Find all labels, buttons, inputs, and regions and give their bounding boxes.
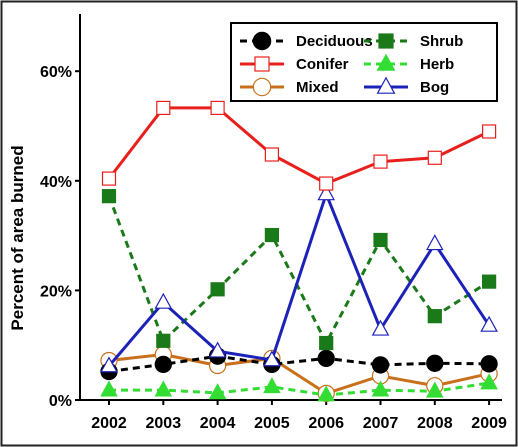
data-point: [371, 380, 390, 397]
series-line-bog: [107, 192, 491, 367]
data-point: [373, 232, 388, 248]
x-tick-label: 2006: [308, 415, 344, 432]
data-point: [317, 349, 335, 368]
x-tick-label: 2009: [471, 415, 507, 432]
data-point: [263, 377, 281, 394]
data-point: [264, 147, 279, 162]
data-point: [426, 354, 444, 372]
series-line-herb: [109, 381, 490, 397]
x-tick-label: 2007: [363, 415, 399, 432]
legend-marker: [252, 77, 272, 97]
data-point: [210, 100, 225, 116]
data-point: [100, 380, 118, 397]
x-ticks: 2002 2003 2004 2005 2006 2007 2008 2009: [91, 400, 507, 432]
data-point: [100, 356, 118, 373]
data-point: [480, 355, 498, 373]
data-point: [208, 341, 227, 358]
y-tick-label: 20%: [40, 283, 72, 300]
series-line-deciduous: [108, 354, 490, 373]
data-point: [480, 373, 498, 390]
data-point: [371, 319, 390, 336]
x-tick-label: 2002: [91, 415, 127, 432]
series-conifer: [101, 100, 497, 191]
data-point: [317, 184, 336, 201]
legend: Deciduous Shrub Conifer Herb Mixed Bog: [230, 22, 498, 102]
x-tick-label: 2008: [417, 415, 453, 432]
y-tick-label: 60%: [40, 64, 72, 81]
legend-label: Herb: [420, 56, 454, 73]
series-line-conifer: [107, 106, 490, 186]
y-ticks: 0% 20% 40% 60%: [40, 64, 80, 410]
data-point: [427, 309, 442, 324]
data-point: [154, 355, 172, 374]
series-bog: [100, 184, 498, 373]
series-deciduous: [100, 347, 498, 381]
data-point: [482, 274, 497, 289]
legend-marker: [376, 53, 396, 71]
x-tick-label: 2003: [146, 415, 182, 432]
legend-marker: [376, 76, 396, 94]
series-herb: [100, 373, 498, 402]
series-line-mixed: [108, 353, 490, 395]
legend-marker: [254, 56, 270, 72]
data-point: [101, 189, 117, 204]
data-point: [319, 176, 334, 191]
series-shrub: [101, 189, 497, 351]
plot-area: [79, 14, 502, 401]
legend-label: Shrub: [420, 33, 463, 50]
data-point: [101, 171, 117, 186]
series-line-shrub: [107, 195, 490, 345]
data-point: [208, 383, 227, 400]
data-point: [480, 315, 498, 332]
data-point: [373, 154, 388, 169]
legend-marker: [252, 31, 272, 51]
data-point: [154, 292, 173, 309]
data-point: [319, 335, 334, 351]
data-point: [317, 385, 336, 402]
legend-marker: [378, 33, 394, 49]
data-point: [210, 282, 225, 297]
x-tick-label: 2005: [254, 415, 290, 432]
data-point: [427, 150, 442, 165]
legend-label: Deciduous: [296, 33, 373, 50]
legend-label: Conifer: [296, 56, 349, 73]
y-axis-title: Percent of area burned: [8, 145, 27, 330]
data-point: [371, 356, 390, 374]
x-tick-label: 2004: [200, 415, 236, 432]
y-tick-label: 0%: [49, 393, 72, 410]
y-tick-label: 40%: [40, 174, 72, 191]
data-point: [156, 333, 171, 348]
data-point: [156, 100, 171, 116]
data-point: [425, 234, 444, 251]
legend-label: Mixed: [296, 79, 339, 96]
legend-label: Bog: [420, 79, 449, 96]
data-point: [264, 227, 279, 243]
data-point: [154, 380, 173, 397]
data-point: [425, 381, 444, 398]
data-point: [263, 350, 281, 367]
data-point: [482, 124, 497, 139]
series-layer: [100, 100, 498, 403]
